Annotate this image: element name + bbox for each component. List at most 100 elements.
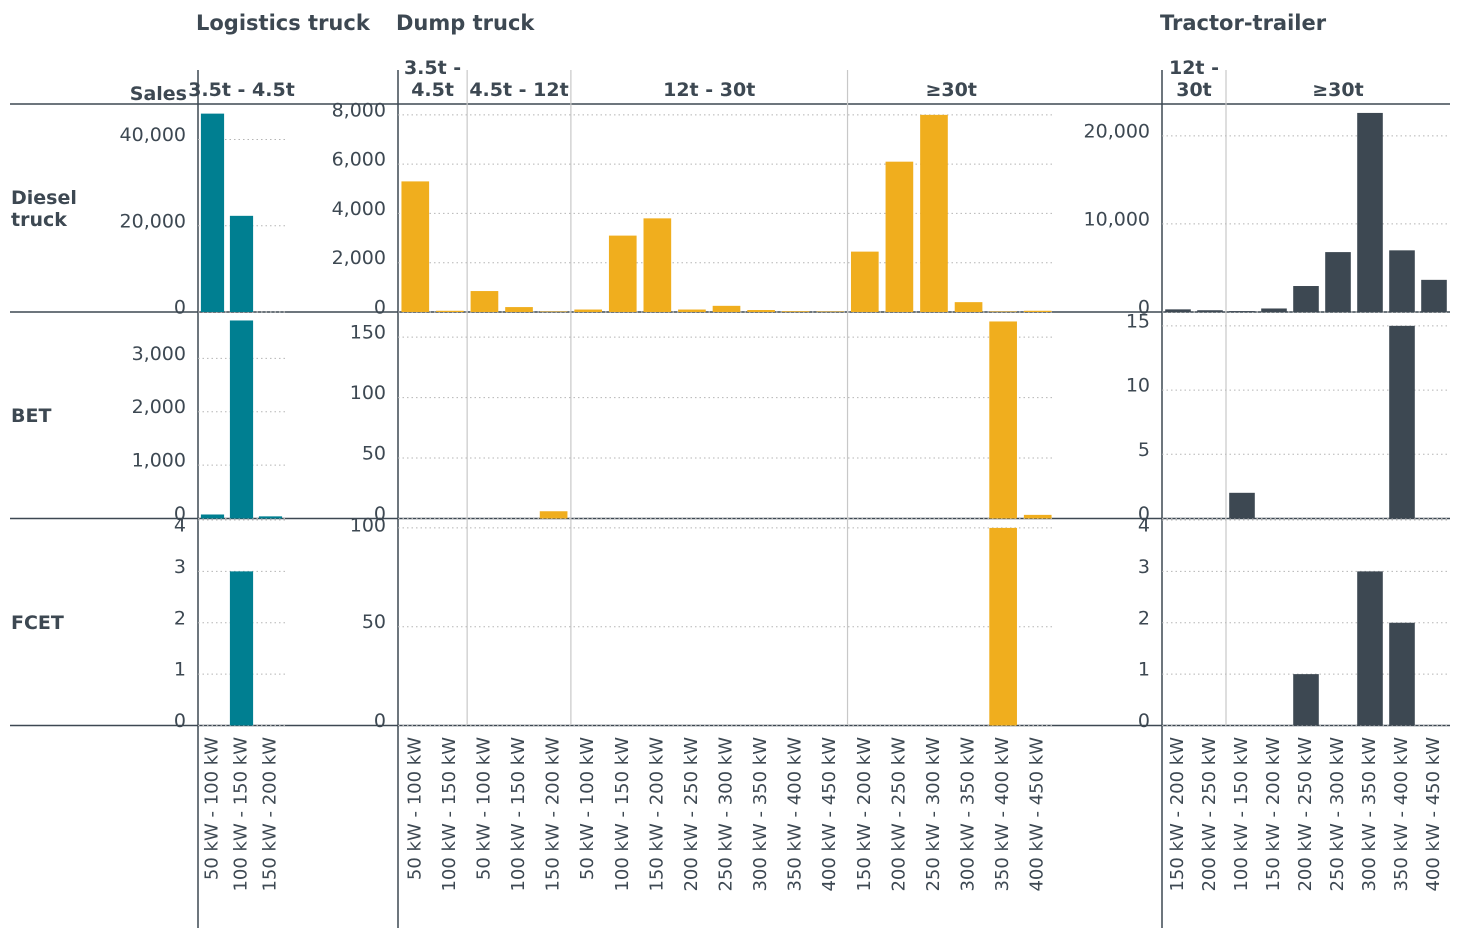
y-tick-label: 4 [174, 515, 186, 537]
y-tick-label: 2,000 [332, 247, 386, 269]
bar [850, 251, 879, 312]
x-tick-label: 200 kW - 250 kW [1199, 737, 1220, 892]
y-tick-label: 3 [174, 556, 186, 578]
bar [1357, 571, 1383, 726]
x-tick-label: 200 kW - 250 kW [1295, 737, 1316, 892]
bar [1293, 286, 1319, 312]
group-label: 3.5t - 4.5t [188, 79, 295, 101]
y-tick-label: 1,000 [132, 450, 186, 472]
bar [781, 311, 810, 312]
bar [1357, 112, 1383, 312]
y-tick-label: 0 [374, 297, 386, 319]
bar [258, 516, 283, 519]
bar [1389, 250, 1415, 312]
bar [712, 305, 741, 312]
x-tick-label: 150 kW - 200 kW [260, 737, 281, 892]
y-tick-label: 0 [1138, 710, 1150, 732]
group-label: 12t - 30t [1168, 57, 1220, 101]
row-label: BET [11, 404, 52, 427]
bar [1389, 325, 1415, 519]
y-tick-label: 6,000 [332, 149, 386, 171]
x-tick-label: 150 kW - 200 kW [1167, 737, 1188, 892]
bar [989, 321, 1017, 519]
y-tick-label: 8,000 [332, 100, 386, 122]
bar [229, 320, 254, 519]
x-tick-label: 150 kW - 200 kW [1263, 737, 1284, 892]
bar [200, 113, 225, 312]
column-title: Logistics truck [196, 11, 371, 35]
bar [1165, 309, 1191, 312]
bar [539, 511, 568, 519]
group-label: 4.5t - 12t [469, 79, 569, 101]
bar [1229, 311, 1255, 312]
x-tick-label: 400 kW - 450 kW [1027, 737, 1048, 892]
bar [1325, 252, 1351, 312]
y-tick-label: 20,000 [120, 210, 186, 232]
y-tick-label: 0 [174, 710, 186, 732]
y-tick-label: 50 [362, 443, 386, 465]
y-tick-label: 100 [350, 515, 386, 537]
y-tick-label: 5 [1138, 439, 1150, 461]
x-tick-label: 150 kW - 200 kW [646, 737, 667, 892]
bar [505, 307, 533, 312]
group-label: 3.5t - 4.5t [403, 57, 462, 101]
x-tick-label: 300 kW - 350 kW [750, 737, 771, 892]
x-tick-label: 100 kW - 150 kW [231, 737, 252, 892]
y-tick-label: 2 [174, 607, 186, 629]
bar [954, 302, 983, 312]
x-tick-label: 200 kW - 250 kW [888, 737, 909, 892]
bar [989, 527, 1017, 726]
bar [1197, 310, 1223, 312]
y-tick-label: 1 [1138, 659, 1150, 681]
y-tick-label: 2,000 [132, 396, 186, 418]
x-tick-label: 100 kW - 150 kW [508, 737, 529, 892]
bar [678, 309, 706, 312]
x-tick-label: 50 kW - 100 kW [404, 737, 425, 880]
x-tick-label: 400 kW - 450 kW [1423, 737, 1444, 892]
bar [608, 235, 637, 312]
x-tick-label: 350 kW - 400 kW [992, 737, 1013, 892]
x-tick-label: 150 kW - 200 kW [854, 737, 875, 892]
y-tick-label: 150 [350, 322, 386, 344]
x-tick-label: 150 kW - 200 kW [543, 737, 564, 892]
bar [1023, 310, 1052, 312]
y-tick-label: 1 [174, 659, 186, 681]
y-tick-label: 3,000 [132, 343, 186, 365]
x-tick-label: 200 kW - 250 kW [681, 737, 702, 892]
x-tick-label: 50 kW - 100 kW [577, 737, 598, 880]
y-tick-label: 4,000 [332, 198, 386, 220]
y-tick-label: 0 [374, 710, 386, 732]
y-tick-label: 10 [1126, 375, 1150, 397]
bar [1389, 622, 1415, 726]
group-label: ≥30t [1312, 79, 1364, 101]
x-tick-label: 100 kW - 150 kW [612, 737, 633, 892]
bar [1293, 674, 1319, 726]
y-tick-label: 15 [1126, 310, 1150, 332]
bar [747, 310, 775, 312]
bar [885, 161, 914, 312]
y-label: Sales [130, 83, 187, 105]
x-tick-label: 300 kW - 350 kW [958, 737, 979, 892]
group-label: 12t - 30t [663, 79, 756, 101]
bar [470, 291, 499, 312]
y-tick-label: 50 [362, 611, 386, 633]
y-tick-label: 2 [1138, 607, 1150, 629]
column-title: Tractor-trailer [1160, 11, 1327, 35]
bar [436, 310, 464, 312]
bar [574, 309, 603, 312]
x-tick-label: 350 kW - 400 kW [1391, 737, 1412, 892]
x-tick-label: 400 kW - 450 kW [819, 737, 840, 892]
bar [229, 571, 254, 726]
row-label: Diesel truck [11, 186, 77, 231]
row-label: FCET [11, 611, 64, 634]
bar [229, 215, 254, 312]
x-tick-label: 50 kW - 100 kW [202, 737, 223, 880]
y-tick-label: 0 [374, 503, 386, 525]
y-tick-label: 0 [174, 503, 186, 525]
y-tick-label: 100 [350, 382, 386, 404]
x-tick-label: 250 kW - 300 kW [1327, 737, 1348, 892]
x-tick-label: 250 kW - 300 kW [923, 737, 944, 892]
x-tick-label: 350 kW - 400 kW [785, 737, 806, 892]
y-tick-label: 0 [1138, 297, 1150, 319]
